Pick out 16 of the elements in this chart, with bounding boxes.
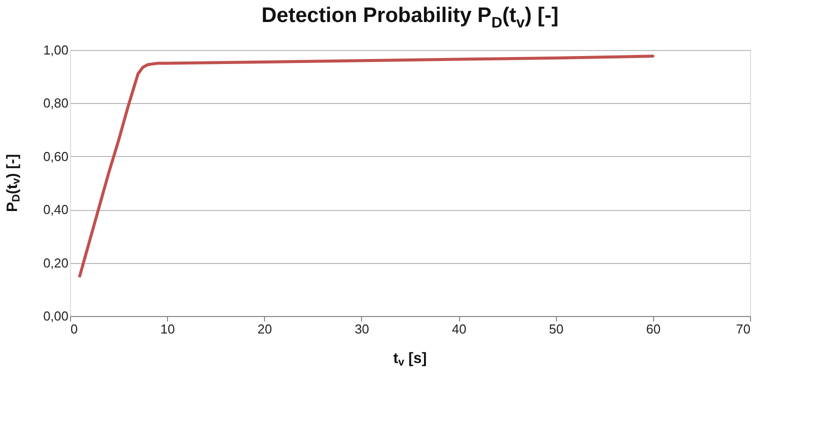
y-axis-title: PD(tv) [-]: [4, 154, 22, 212]
y-tick-label: 1,00: [43, 42, 68, 58]
line-series: [78, 54, 654, 278]
x-tick-label: 60: [646, 322, 661, 336]
x-tick-label: 30: [354, 322, 370, 336]
x-tick-label: 50: [548, 322, 564, 336]
y-tick-label: 0,60: [43, 148, 68, 164]
y-tick-label: 0,80: [43, 96, 68, 111]
y-tick-label: 0,20: [43, 255, 68, 270]
y-tick-label: 0,00: [43, 308, 68, 324]
x-tick-label: 10: [160, 322, 175, 336]
x-tick-label: 70: [736, 322, 750, 336]
x-tick-label: 0: [70, 322, 78, 336]
y-tick-label: 0,40: [43, 202, 68, 218]
x-tick-label: 40: [452, 322, 466, 336]
x-tick-label: 20: [258, 322, 272, 336]
